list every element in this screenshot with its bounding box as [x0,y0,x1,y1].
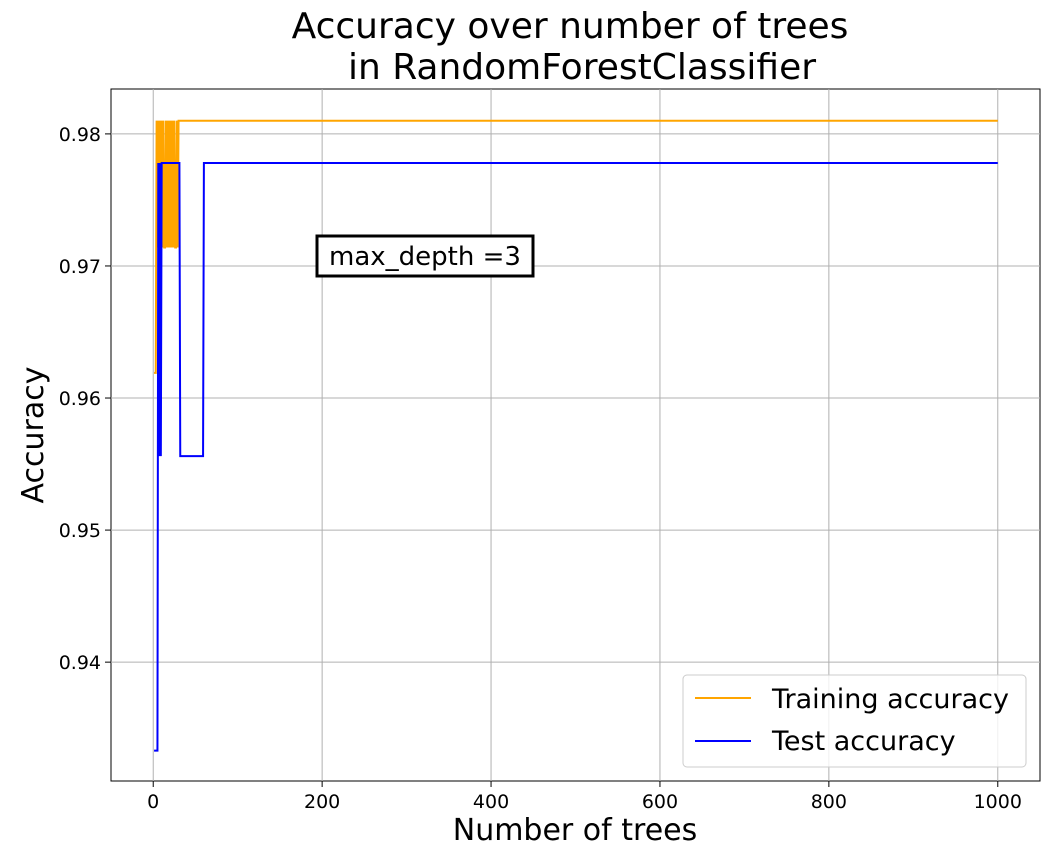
legend-label-test: Test accuracy [771,726,956,757]
y-tick-label: 0.98 [59,124,101,146]
legend-frame [682,674,1027,768]
y-tick-label: 0.96 [59,388,101,410]
legend-label-training: Training accuracy [771,684,1009,715]
y-tick-label: 0.97 [59,256,101,278]
y-axis-label: Accuracy [16,367,51,504]
x-tick-label: 800 [811,791,847,813]
series-layer [154,119,998,752]
test-accuracy-line [154,161,998,752]
legend: Training accuracy Test accuracy [682,674,1027,768]
x-tick-label: 400 [473,791,509,813]
x-tick-label: 600 [642,791,678,813]
x-tick-label: 200 [304,791,340,813]
x-tick-label: 1000 [974,791,1022,813]
annotation-frame [315,234,535,278]
grid [111,89,1040,781]
x-tick-label: 0 [147,791,159,813]
y-tick-label: 0.95 [59,520,101,542]
plot-area [110,88,1041,782]
axis-ticks: 0 200 400 600 800 1000 0.94 0.95 0.96 0.97 0.98 [59,124,1022,813]
annotation-box: max_depth =3 [315,234,535,278]
chart-title-line-2: in RandomForestClassifier [348,47,816,88]
annotation-text: max_depth =3 [329,242,521,272]
x-axis-label: Number of trees [453,813,697,848]
chart-title-line-1: Accuracy over number of trees [292,6,849,47]
y-tick-label: 0.94 [59,652,101,674]
